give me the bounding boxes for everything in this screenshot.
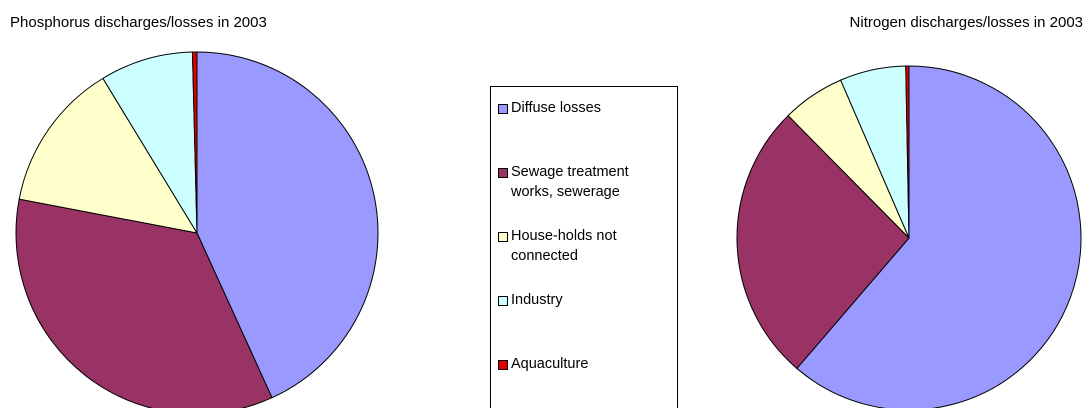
legend-label: House-holds not connected (511, 228, 617, 264)
legend-swatch (498, 296, 508, 306)
legend-entry: Diffuse losses (498, 98, 668, 118)
pie-slice (15, 198, 273, 408)
legend-label: Industry (511, 292, 563, 308)
pie-slice (102, 51, 198, 235)
legend: Diffuse losses Sewage treatment works, se… (490, 86, 678, 408)
legend-entry: Industry (498, 290, 668, 310)
legend-swatch (498, 232, 508, 242)
chart-title: Phosphorus discharges/losses in 2003 (10, 14, 267, 31)
pie-slice (196, 51, 379, 399)
pie-slice (191, 51, 198, 234)
legend-label: Aquaculture (511, 356, 589, 372)
legend-label: Diffuse losses (511, 100, 601, 116)
pie-slice (736, 114, 910, 370)
pie-slice (905, 65, 910, 239)
chart-title: Nitrogen discharges/losses in 2003 (850, 14, 1083, 31)
pie-slice (18, 77, 199, 234)
legend-swatch (498, 168, 508, 178)
legend-entry: House-holds not connected (498, 226, 668, 266)
legend-entry: Aquaculture (498, 354, 668, 374)
legend-swatch (498, 104, 508, 114)
legend-label: Sewage treatment works, sewerage (511, 164, 629, 200)
legend-entry: Sewage treatment works, sewerage (498, 162, 668, 202)
legend-swatch (498, 360, 508, 370)
